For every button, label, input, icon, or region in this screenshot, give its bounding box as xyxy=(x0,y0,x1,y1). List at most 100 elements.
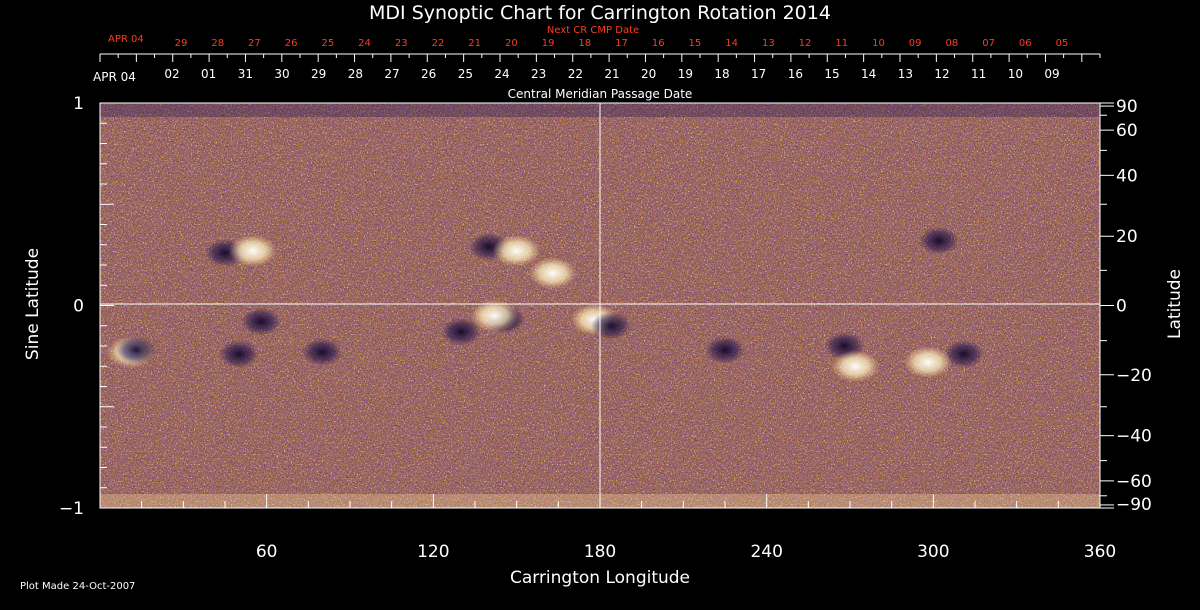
positive-polarity-region xyxy=(470,299,519,332)
next-cmp-date-labels: 29 28 27 26 25 24 23 22 21 20 19 18 17 16 15 14 13 12 11 10… xyxy=(175,38,1069,49)
left-tick-label: 0 xyxy=(73,297,84,317)
next-cmp-date-label: 14 xyxy=(725,38,738,49)
cmp-date-label: 29 xyxy=(311,67,326,81)
cmp-date-label: 19 xyxy=(678,67,693,81)
next-cmp-date-label: 24 xyxy=(358,38,371,49)
next-cmp-date-label: 20 xyxy=(505,38,518,49)
x-axis-ticks xyxy=(99,494,1101,508)
positive-polarity-region xyxy=(492,234,541,267)
next-cmp-date-label: 08 xyxy=(946,38,959,49)
right-axis-ticks xyxy=(1100,102,1114,509)
cmp-date-label: 11 xyxy=(971,67,986,81)
right-axis-tick-labels: 90 60 40 20 0 −20 −40 −60 −90 xyxy=(1116,97,1152,515)
negative-polarity-region xyxy=(302,338,343,367)
right-tick-label: 0 xyxy=(1116,297,1127,317)
cmp-date-label: 20 xyxy=(641,67,656,81)
next-cmp-date-label: 19 xyxy=(542,38,555,49)
cmp-date-label: 24 xyxy=(494,67,509,81)
right-tick-label: −90 xyxy=(1116,495,1152,515)
right-tick-label: 60 xyxy=(1116,121,1138,141)
cmp-date-label: 27 xyxy=(384,67,399,81)
cmp-date-label: 25 xyxy=(458,67,473,81)
right-tick-label: 90 xyxy=(1116,97,1138,117)
negative-polarity-region xyxy=(116,336,157,365)
next-cmp-date-label: 27 xyxy=(248,38,261,49)
cmp-start-label: APR 04 xyxy=(93,70,136,84)
x-tick-label: 300 xyxy=(917,542,949,562)
right-tick-label: −20 xyxy=(1116,366,1152,386)
cmp-date-label: 10 xyxy=(1008,67,1023,81)
next-cmp-date-label: 29 xyxy=(175,38,188,49)
positive-polarity-region xyxy=(903,346,952,379)
next-cmp-date-label: 16 xyxy=(652,38,665,49)
cmp-date-label: 21 xyxy=(604,67,619,81)
cmp-date-label: 28 xyxy=(348,67,363,81)
chart-title: MDI Synoptic Chart for Carrington Rotati… xyxy=(369,2,831,24)
next-cmp-date-label: 09 xyxy=(909,38,922,49)
cmp-date-label: 31 xyxy=(238,67,253,81)
negative-polarity-region xyxy=(943,340,984,369)
cmp-date-label: 16 xyxy=(788,67,803,81)
right-tick-label: −60 xyxy=(1116,472,1152,492)
left-axis-label: Sine Latitude xyxy=(23,248,43,360)
negative-polarity-region xyxy=(441,317,482,346)
right-tick-label: 40 xyxy=(1116,166,1138,186)
cmp-date-label: 14 xyxy=(861,67,876,81)
next-cmp-date-label: 22 xyxy=(432,38,445,49)
next-cmp-date-label: 21 xyxy=(468,38,481,49)
next-cmp-ticks xyxy=(99,54,1101,62)
negative-polarity-region xyxy=(591,311,632,340)
cmp-axis-label: Central Meridian Passage Date xyxy=(508,87,693,101)
next-cmp-date-label: 26 xyxy=(285,38,298,49)
cmp-date-labels: 02 01 31 30 29 28 27 26 25 24 23 22 21 20 19 18 17 16 15 14… xyxy=(164,67,1059,81)
positive-polarity-region xyxy=(831,350,880,383)
left-axis-ticks xyxy=(100,102,114,509)
right-tick-label: −40 xyxy=(1116,427,1152,447)
plot-made-note: Plot Made 24-Oct-2007 xyxy=(20,581,135,592)
cmp-date-label: 15 xyxy=(824,67,839,81)
next-cmp-date-label: 15 xyxy=(689,38,702,49)
plot-area xyxy=(100,103,1100,508)
negative-polarity-region xyxy=(705,336,745,365)
next-cmp-start-label: APR 04 xyxy=(108,34,144,45)
active-regions xyxy=(106,226,984,383)
next-cmp-date-label: 13 xyxy=(762,38,775,49)
negative-polarity-region xyxy=(918,226,959,255)
next-cmp-date-label: 07 xyxy=(982,38,995,49)
x-tick-label: 360 xyxy=(1084,542,1116,562)
next-cmp-date-label: 11 xyxy=(835,38,848,49)
next-cmp-date-label: 06 xyxy=(1019,38,1032,49)
x-tick-label: 180 xyxy=(584,542,616,562)
cmp-date-label: 01 xyxy=(201,67,216,81)
cmp-date-label: 12 xyxy=(934,67,949,81)
negative-polarity-region xyxy=(218,340,259,369)
cmp-date-label: 23 xyxy=(531,67,546,81)
left-axis-tick-labels: 1 0 −1 xyxy=(59,94,84,519)
x-axis-label: Carrington Longitude xyxy=(510,568,690,588)
cmp-date-label: 22 xyxy=(568,67,583,81)
left-tick-label: 1 xyxy=(73,94,84,114)
cmp-date-label: 18 xyxy=(714,67,729,81)
x-axis-tick-labels: 60 120 180 240 300 360 xyxy=(256,542,1116,562)
negative-polarity-region xyxy=(241,307,282,336)
cmp-date-label: 30 xyxy=(274,67,289,81)
cmp-date-label: 13 xyxy=(898,67,913,81)
next-cmp-date-label: 25 xyxy=(321,38,334,49)
cmp-date-label: 17 xyxy=(751,67,766,81)
positive-polarity-region xyxy=(528,257,577,290)
next-cmp-date-label: 10 xyxy=(872,38,885,49)
right-tick-label: 20 xyxy=(1116,227,1138,247)
positive-polarity-region xyxy=(228,234,277,267)
cmp-date-label: 02 xyxy=(164,67,179,81)
left-tick-label: −1 xyxy=(59,499,84,519)
cmp-date-label: 09 xyxy=(1044,67,1059,81)
next-cmp-date-label: 23 xyxy=(395,38,408,49)
next-cmp-date-label: 12 xyxy=(799,38,812,49)
x-tick-label: 240 xyxy=(750,542,782,562)
next-cmp-date-label: 05 xyxy=(1056,38,1069,49)
next-cmp-date-label: 28 xyxy=(211,38,224,49)
cmp-date-label: 26 xyxy=(421,67,436,81)
next-cmp-date-label: 17 xyxy=(615,38,628,49)
x-tick-label: 60 xyxy=(256,542,278,562)
